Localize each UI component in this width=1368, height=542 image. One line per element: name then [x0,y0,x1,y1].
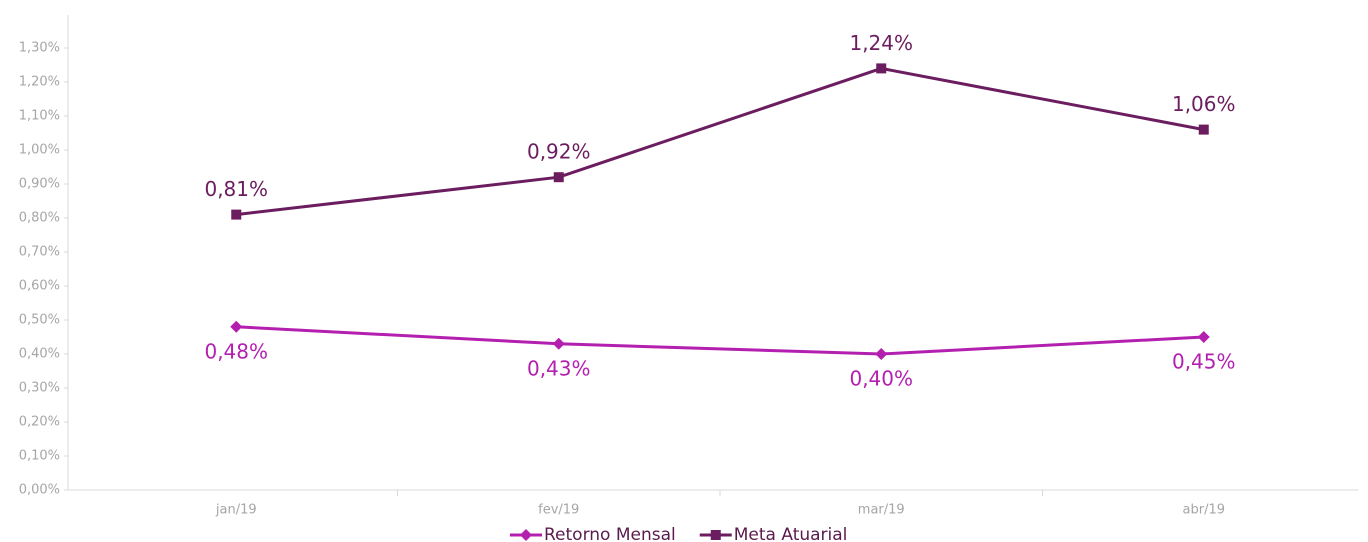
x-tick-label: mar/19 [858,503,905,518]
marker [553,172,564,183]
x-tick-label: abr/19 [1183,503,1226,518]
marker [231,209,242,220]
legend-label: Meta Atuarial [734,525,848,542]
data-label: 0,43% [527,356,591,380]
data-label: 0,92% [527,140,591,164]
x-tick-label: fev/19 [538,503,579,518]
y-tick-label: 0,70% [19,245,60,260]
line [236,325,1204,356]
y-tick-label: 0,40% [19,347,60,362]
legend-label: Retorno Mensal [544,525,676,542]
marker [230,320,243,333]
data-label: 0,48% [204,339,268,363]
data-label: 0,81% [204,177,268,201]
y-tick-label: 1,10% [19,109,60,124]
data-label: 0,45% [1172,350,1236,374]
y-tick-label: 0,20% [19,415,60,430]
y-tick-label: 0,00% [19,483,60,498]
data-label: 1,06% [1172,92,1236,116]
y-tick-label: 0,80% [19,211,60,226]
data-label: 0,40% [849,367,913,391]
legend-marker [520,529,532,541]
y-tick-label: 1,00% [19,143,60,158]
y-tick-label: 0,60% [19,279,60,294]
y-tick-label: 1,30% [19,41,60,56]
y-tick-label: 0,90% [19,177,60,192]
legend-marker [710,530,721,540]
marker [876,63,887,74]
marker [552,337,565,350]
data-label: 1,24% [849,31,913,55]
marker [1197,331,1210,343]
line [236,66,1205,217]
marker [1198,124,1209,135]
y-tick-label: 0,10% [19,449,60,464]
y-tick-label: 0,50% [19,313,60,328]
y-tick-label: 1,20% [19,75,60,90]
x-tick-label: jan/19 [215,503,257,518]
marker [875,348,888,360]
y-tick-label: 0,30% [19,381,60,396]
